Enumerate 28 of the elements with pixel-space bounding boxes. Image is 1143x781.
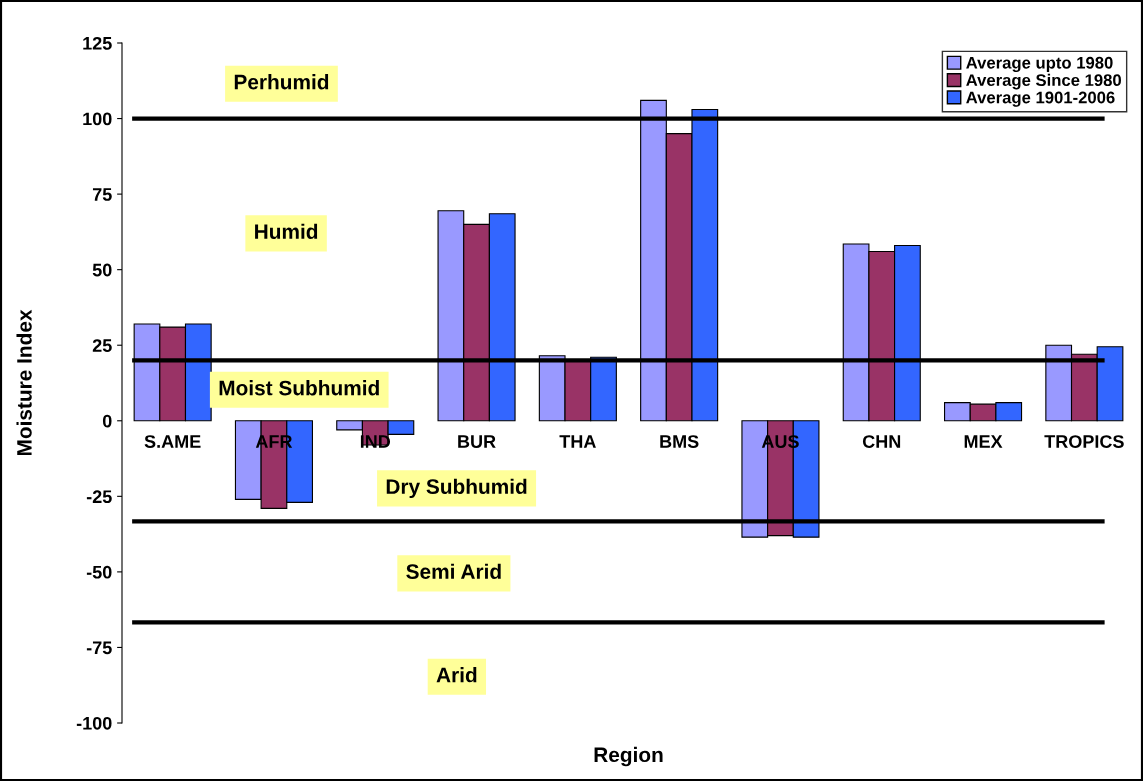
annotation: Humid xyxy=(255,223,318,239)
y-tick-label: -25 xyxy=(86,490,112,504)
annotation: Moist Subhumid xyxy=(219,380,379,396)
y-tick-label: 50 xyxy=(92,263,112,277)
y-tick-label: -100 xyxy=(76,716,112,730)
y-axis-title: Moisture Index xyxy=(16,309,32,456)
y-tick-label: -75 xyxy=(86,641,112,655)
annotation: Semi Arid xyxy=(406,563,501,579)
x-tick-label: BUR xyxy=(458,435,496,448)
y-tick-label: 100 xyxy=(83,112,112,126)
x-tick-label: THA xyxy=(559,435,596,448)
x-axis-title: Region xyxy=(594,746,663,767)
x-tick-label: MEX xyxy=(964,435,1003,448)
legend-label: Average upto 1980 xyxy=(966,56,1113,73)
y-tick-label: 25 xyxy=(92,339,112,352)
annotation: Dry Subhumid xyxy=(386,478,527,499)
y-tick-label: 75 xyxy=(92,188,112,201)
legend-label: Average Since 1980 xyxy=(966,73,1121,90)
x-tick-label: CHN xyxy=(862,435,901,448)
y-tick-label: 0 xyxy=(102,414,112,428)
annotation: Arid xyxy=(436,667,477,683)
legend-label: Average 1901-2006 xyxy=(966,91,1115,107)
x-tick-label: S.AME xyxy=(144,435,201,448)
y-tick-label: 125 xyxy=(83,36,112,50)
annotation: Perhumid xyxy=(234,74,329,90)
y-tick-label: -50 xyxy=(86,565,112,579)
x-tick-label: TROPICS xyxy=(1044,435,1124,448)
x-tick-label: BMS xyxy=(660,435,699,448)
